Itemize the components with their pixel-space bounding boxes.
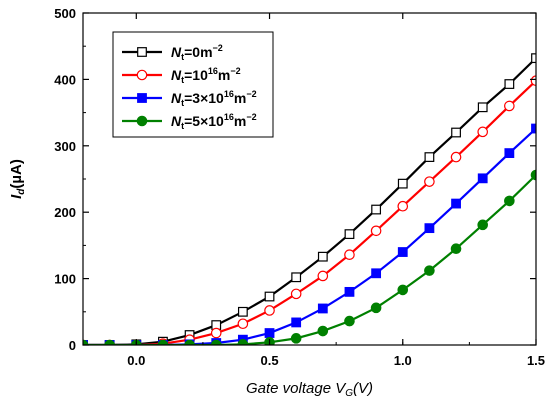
legend-label-2: Nt=1016m−2 <box>171 66 241 85</box>
legend-unit: m <box>234 113 246 129</box>
legend-var: N <box>171 44 182 60</box>
legend-marker-1 <box>137 47 147 57</box>
series-4-point-16 <box>477 219 489 231</box>
x-axis-title-sub: G <box>345 388 353 399</box>
legend-unit-exp: −2 <box>246 112 256 122</box>
series-2-point-7 <box>237 318 249 330</box>
y-axis-title-var: I <box>8 194 25 199</box>
series-3-point-16 <box>477 173 488 184</box>
series-3-point-11 <box>344 286 355 297</box>
x-tick-label: 0.5 <box>260 353 278 368</box>
series-2-point-8 <box>264 305 275 316</box>
series-4-point-15 <box>450 243 462 255</box>
series-2-point-9 <box>290 288 302 300</box>
legend: Nt=0m−2Nt=1016m−2Nt=3×1016m−2Nt=5×1016m−… <box>112 31 274 138</box>
legend-label-1: Nt=0m−2 <box>171 43 223 62</box>
y-tick-label: 200 <box>54 205 76 220</box>
series-1-point-8 <box>264 291 275 302</box>
legend-base: =0m <box>184 44 212 60</box>
series-1-point-11 <box>344 229 355 240</box>
series-2-point-12 <box>370 225 382 237</box>
legend-marker-3 <box>137 93 147 103</box>
legend-exp: 16 <box>224 89 234 99</box>
x-tick-label: 1.0 <box>394 353 412 368</box>
series-1-point-9 <box>291 272 302 283</box>
y-axis-title-unit: (µA) <box>8 159 25 188</box>
legend-label-4: Nt=5×1016m−2 <box>171 112 257 131</box>
series-2-point-10 <box>317 270 329 282</box>
x-tick-label: 0.0 <box>127 353 145 368</box>
series-3-point-10 <box>317 303 328 314</box>
series-2-point-16 <box>477 126 489 138</box>
legend-unit-exp: −2 <box>213 43 223 53</box>
series-3-point-14 <box>424 223 435 234</box>
legend-unit: m <box>218 67 230 83</box>
series-1-point-12 <box>371 204 382 215</box>
series-1-point-10 <box>317 251 328 262</box>
legend-unit-exp: −2 <box>246 89 256 99</box>
series-2-point-15 <box>450 151 462 163</box>
legend-exp: 16 <box>224 112 234 122</box>
x-axis-title-var: V <box>335 380 347 397</box>
series-4-point-11 <box>344 315 355 327</box>
legend-marker-2 <box>136 69 148 81</box>
series-4-point-14 <box>424 265 435 276</box>
legend-base: =10 <box>184 67 208 83</box>
series-1-point-14 <box>424 152 435 162</box>
series-1-point-15 <box>451 127 461 138</box>
legend-exp: 16 <box>208 66 218 76</box>
series-1-point-13 <box>397 178 408 189</box>
legend-base: =5×10 <box>184 113 224 129</box>
legend-unit-exp: −2 <box>230 66 240 76</box>
series-4-point-17 <box>504 195 515 207</box>
y-tick-label: 100 <box>54 272 76 287</box>
y-axis-title-sub: d <box>16 188 27 195</box>
legend-base: =3×10 <box>184 90 224 106</box>
legend-unit: m <box>234 90 246 106</box>
legend-sub: t <box>181 121 184 131</box>
series-1-point-7 <box>237 306 248 317</box>
legend-label-3: Nt=3×1016m−2 <box>171 89 257 108</box>
series-3-point-18 <box>531 123 536 134</box>
x-axis-title-unit: (V) <box>353 380 373 397</box>
series-4-point-12 <box>370 302 382 314</box>
legend-var: N <box>171 113 182 129</box>
series-3-point-8 <box>264 328 275 338</box>
series-2-point-17 <box>504 100 515 112</box>
legend-sub: t <box>181 52 184 62</box>
legend-sub: t <box>181 75 184 85</box>
y-tick-label: 500 <box>54 6 76 21</box>
legend-sub: t <box>181 98 184 108</box>
series-3-point-12 <box>371 268 382 279</box>
series-4-point-13 <box>397 284 409 296</box>
series-3-point-15 <box>451 198 461 209</box>
x-axis-title-text: Gate voltage <box>246 380 335 397</box>
series-2-point-13 <box>397 200 409 212</box>
y-tick-label: 400 <box>54 72 76 87</box>
series-1-point-16 <box>477 102 488 113</box>
legend-var: N <box>171 90 182 106</box>
series-1-point-18 <box>531 53 536 64</box>
y-tick-label: 0 <box>69 338 76 353</box>
series-3-point-9 <box>291 317 302 328</box>
x-axis-title: Gate voltage VG(V) <box>246 380 373 399</box>
series-4-point-9 <box>290 333 302 344</box>
series-2-point-11 <box>344 249 355 260</box>
x-tick-label: 1.5 <box>527 353 545 368</box>
series-3-point-13 <box>397 247 408 257</box>
axes-layer: 0.0 0.5 1.0 1.5 0 100 200 300 400 500 Gate voltage… <box>8 6 545 399</box>
series-3-point-17 <box>504 148 515 159</box>
y-tick-label: 300 <box>54 139 76 154</box>
legend-var: N <box>171 67 182 83</box>
series-1-point-17 <box>504 79 515 89</box>
series-4-point-10 <box>317 325 329 337</box>
series-2-point-14 <box>424 176 435 187</box>
series-2-point-6 <box>210 327 222 339</box>
legend-marker-4 <box>136 115 148 127</box>
y-axis-title: Id(µA) <box>8 159 27 199</box>
series-line-4 <box>83 174 536 345</box>
series-4-point-7 <box>237 339 249 345</box>
